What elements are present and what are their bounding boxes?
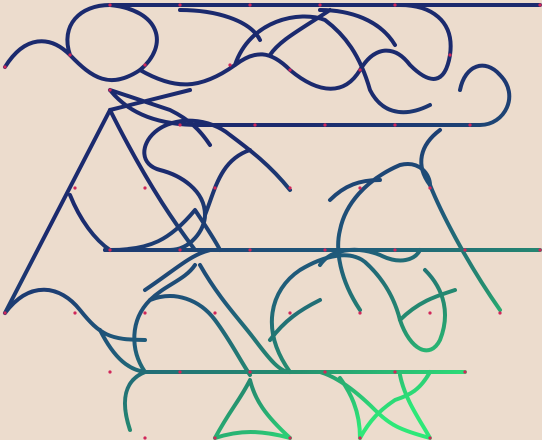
track-node — [248, 370, 252, 374]
track-node — [318, 3, 322, 7]
track-segment — [398, 288, 457, 322]
track-segment — [3, 287, 147, 342]
track-node — [248, 248, 252, 252]
track-node — [253, 123, 257, 127]
track-node — [288, 311, 292, 315]
track-node — [538, 3, 542, 7]
track-segment — [3, 108, 197, 315]
track-node — [393, 370, 397, 374]
track-node — [288, 186, 292, 190]
track-node — [323, 370, 327, 374]
track-node — [428, 436, 432, 440]
track-node — [428, 311, 432, 315]
track-segment — [148, 294, 252, 377]
track-node — [393, 3, 397, 7]
track-segment — [65, 3, 112, 57]
track-node — [498, 311, 502, 315]
track-node — [178, 3, 182, 7]
track-node — [178, 123, 182, 127]
track-segment — [103, 118, 292, 252]
track-segment — [108, 208, 222, 252]
track-node — [143, 186, 147, 190]
track-node — [3, 65, 7, 69]
track-node — [178, 370, 182, 374]
track-node — [143, 436, 147, 440]
track-segment — [198, 263, 292, 374]
track-node — [468, 123, 472, 127]
track-segment — [3, 3, 542, 82]
track-node — [108, 370, 112, 374]
track-node — [213, 311, 217, 315]
track-node — [393, 248, 397, 252]
track-node — [108, 88, 112, 92]
track-paths — [3, 3, 542, 440]
track-segment — [213, 430, 292, 440]
track-segment — [98, 328, 147, 374]
track-nodes — [3, 3, 542, 440]
track-node — [448, 53, 452, 57]
track-node — [248, 3, 252, 7]
track-node — [358, 311, 362, 315]
track-node — [358, 68, 362, 72]
track-node — [358, 436, 362, 440]
track-node — [538, 248, 542, 252]
track-segment — [132, 263, 197, 374]
track-segment — [108, 88, 192, 112]
track-node — [358, 186, 362, 190]
track-segment — [68, 193, 112, 252]
track-segment — [203, 148, 252, 217]
track-node — [288, 436, 292, 440]
track-node — [143, 311, 147, 315]
track-segment — [143, 248, 212, 292]
track-segment — [336, 162, 502, 312]
track-segment — [318, 247, 422, 267]
track-segment — [328, 178, 382, 202]
track-segment — [123, 370, 467, 432]
track-node — [73, 186, 77, 190]
track-node — [228, 63, 232, 67]
track-segment — [178, 8, 262, 42]
track-segment — [318, 370, 432, 440]
track-segment — [268, 298, 322, 342]
track-node — [393, 123, 397, 127]
track-segment — [108, 63, 512, 127]
track-node — [3, 311, 7, 315]
track-node — [428, 186, 432, 190]
track-segment — [108, 88, 212, 147]
track-segment — [268, 8, 332, 57]
track-node — [288, 68, 292, 72]
track-segment — [233, 14, 432, 115]
track-segment — [419, 128, 442, 187]
track-node — [213, 186, 217, 190]
track-node — [108, 248, 112, 252]
track-segment — [338, 376, 362, 440]
track-node — [143, 63, 147, 67]
track-node — [323, 248, 327, 252]
track-segment — [358, 370, 432, 440]
track-segment — [269, 253, 447, 374]
track-node — [178, 248, 182, 252]
track-node — [73, 311, 77, 315]
track-node — [463, 248, 467, 252]
track-segment — [213, 378, 292, 440]
track-node — [323, 123, 327, 127]
track-node — [213, 436, 217, 440]
track-node — [68, 53, 72, 57]
track-node — [108, 3, 112, 7]
track-node — [463, 370, 467, 374]
